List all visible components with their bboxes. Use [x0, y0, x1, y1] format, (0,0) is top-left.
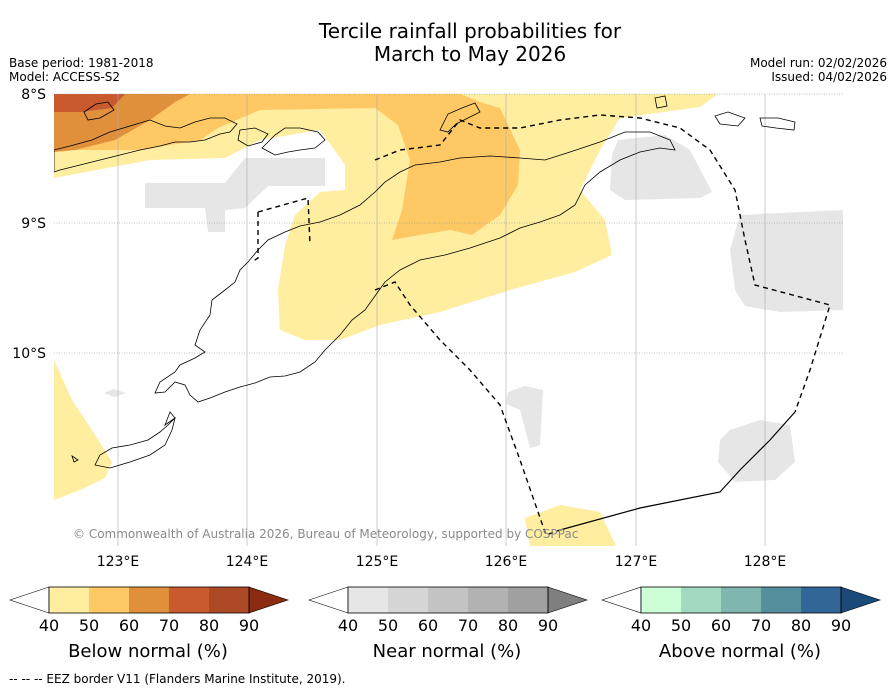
eez-solid-border: [559, 411, 796, 531]
copyright-text: © Commonwealth of Australia 2026, Bureau…: [73, 527, 578, 541]
below-normal-50: [525, 505, 616, 546]
colorbar-segment: [89, 587, 129, 613]
colorbar-near-normal: 40 50 60 70 80 90 Near normal (%): [308, 586, 588, 662]
model-run: Model run: 02/02/2026: [749, 56, 887, 70]
colorbar-tick: 50: [378, 616, 398, 635]
lon-label: 124°E: [226, 554, 269, 570]
colorbar-segment: [348, 587, 388, 613]
lon-label: 128°E: [744, 554, 787, 570]
colorbar-label: Near normal (%): [373, 641, 522, 662]
colorbar-segment: [681, 587, 721, 613]
colorbar-segment: [761, 587, 801, 613]
below-normal-80: [54, 94, 125, 112]
below-normal-50: [54, 360, 112, 500]
colorbar-label: Above normal (%): [659, 641, 821, 662]
map-field: [54, 94, 843, 546]
coastline: [54, 95, 796, 469]
meta-left: Base period: 1981-2018 Model: ACCESS-S2: [9, 56, 154, 84]
lon-label: 127°E: [615, 554, 658, 570]
meta-right: Model run: 02/02/2026 Issued: 04/02/2026: [750, 56, 887, 84]
page-title: Tercile rainfall probabilities for March…: [0, 20, 896, 66]
base-period: Base period: 1981-2018: [9, 56, 154, 70]
colorbar-under-extension: [9, 586, 50, 614]
colorbar-tick: 90: [239, 616, 259, 635]
colorbar-segment: [388, 587, 428, 613]
colorbar-tick: 90: [538, 616, 558, 635]
colorbar-above-normal: 40 50 60 70 80 90 Above normal (%): [601, 586, 881, 662]
colorbar-segment: [721, 587, 761, 613]
title-line-2: March to May 2026: [373, 42, 567, 66]
colorbar-under-extension: [601, 586, 642, 614]
colorbar-tick: 80: [498, 616, 518, 635]
colorbar-tick: 40: [39, 616, 59, 635]
colorbar-segment: [641, 587, 681, 613]
colorbar-segment: [428, 587, 468, 613]
eez-border: [251, 114, 831, 536]
colorbar-over-extension: [248, 586, 289, 614]
colorbar-segment: [801, 587, 841, 613]
lon-label: 126°E: [485, 554, 528, 570]
colorbar-segment: [508, 587, 548, 613]
lon-label: 123°E: [97, 554, 140, 570]
colorbar-tick: 60: [418, 616, 438, 635]
graticule: [54, 93, 843, 354]
near-normal-patch: [506, 386, 543, 448]
colorbar-over-extension: [840, 586, 881, 614]
colorbar-segment: [169, 587, 209, 613]
colorbar-label: Below normal (%): [68, 641, 228, 662]
lat-label: 8°S: [21, 87, 46, 103]
below-normal-60: [54, 94, 520, 240]
colorbar-below-normal: 40 50 60 70 80 90 Below normal (%): [9, 586, 289, 662]
colorbar-tick: 70: [159, 616, 179, 635]
colorbar-segment: [49, 587, 89, 613]
colorbars: 40 50 60 70 80 90 Below normal (%) 40 50…: [9, 586, 881, 662]
colorbar-tick: 40: [631, 616, 651, 635]
colorbar-tick: 60: [711, 616, 731, 635]
colorbar-over-extension: [547, 586, 588, 614]
near-normal-patch: [145, 158, 325, 232]
colorbar-tick: 80: [791, 616, 811, 635]
near-normal-patch: [104, 389, 126, 397]
colorbar-tick: 80: [199, 616, 219, 635]
near-normal-patch: [718, 420, 795, 482]
lat-label: 10°S: [12, 346, 46, 362]
issued-date: Issued: 04/02/2026: [771, 70, 887, 84]
colorbar-tick: 90: [831, 616, 851, 635]
colorbar-tick: 60: [119, 616, 139, 635]
colorbar-tick: 70: [458, 616, 478, 635]
below-normal-50: [54, 94, 718, 340]
colorbar-segment: [468, 587, 508, 613]
eez-legend-text: -- -- -- EEZ border V11 (Flanders Marine…: [9, 672, 346, 686]
colorbar-tick: 50: [671, 616, 691, 635]
near-normal-patch: [610, 135, 712, 200]
colorbar-segment: [209, 587, 249, 613]
colorbar-tick: 70: [751, 616, 771, 635]
model-name: Model: ACCESS-S2: [9, 70, 121, 84]
lat-label: 9°S: [21, 216, 46, 232]
meridians: [117, 94, 766, 546]
colorbar-segment: [129, 587, 169, 613]
near-normal-patch: [730, 210, 843, 312]
title-line-1: Tercile rainfall probabilities for: [318, 19, 622, 43]
lon-label: 125°E: [356, 554, 399, 570]
colorbar-under-extension: [308, 586, 349, 614]
colorbar-tick: 40: [338, 616, 358, 635]
colorbar-tick: 50: [79, 616, 99, 635]
